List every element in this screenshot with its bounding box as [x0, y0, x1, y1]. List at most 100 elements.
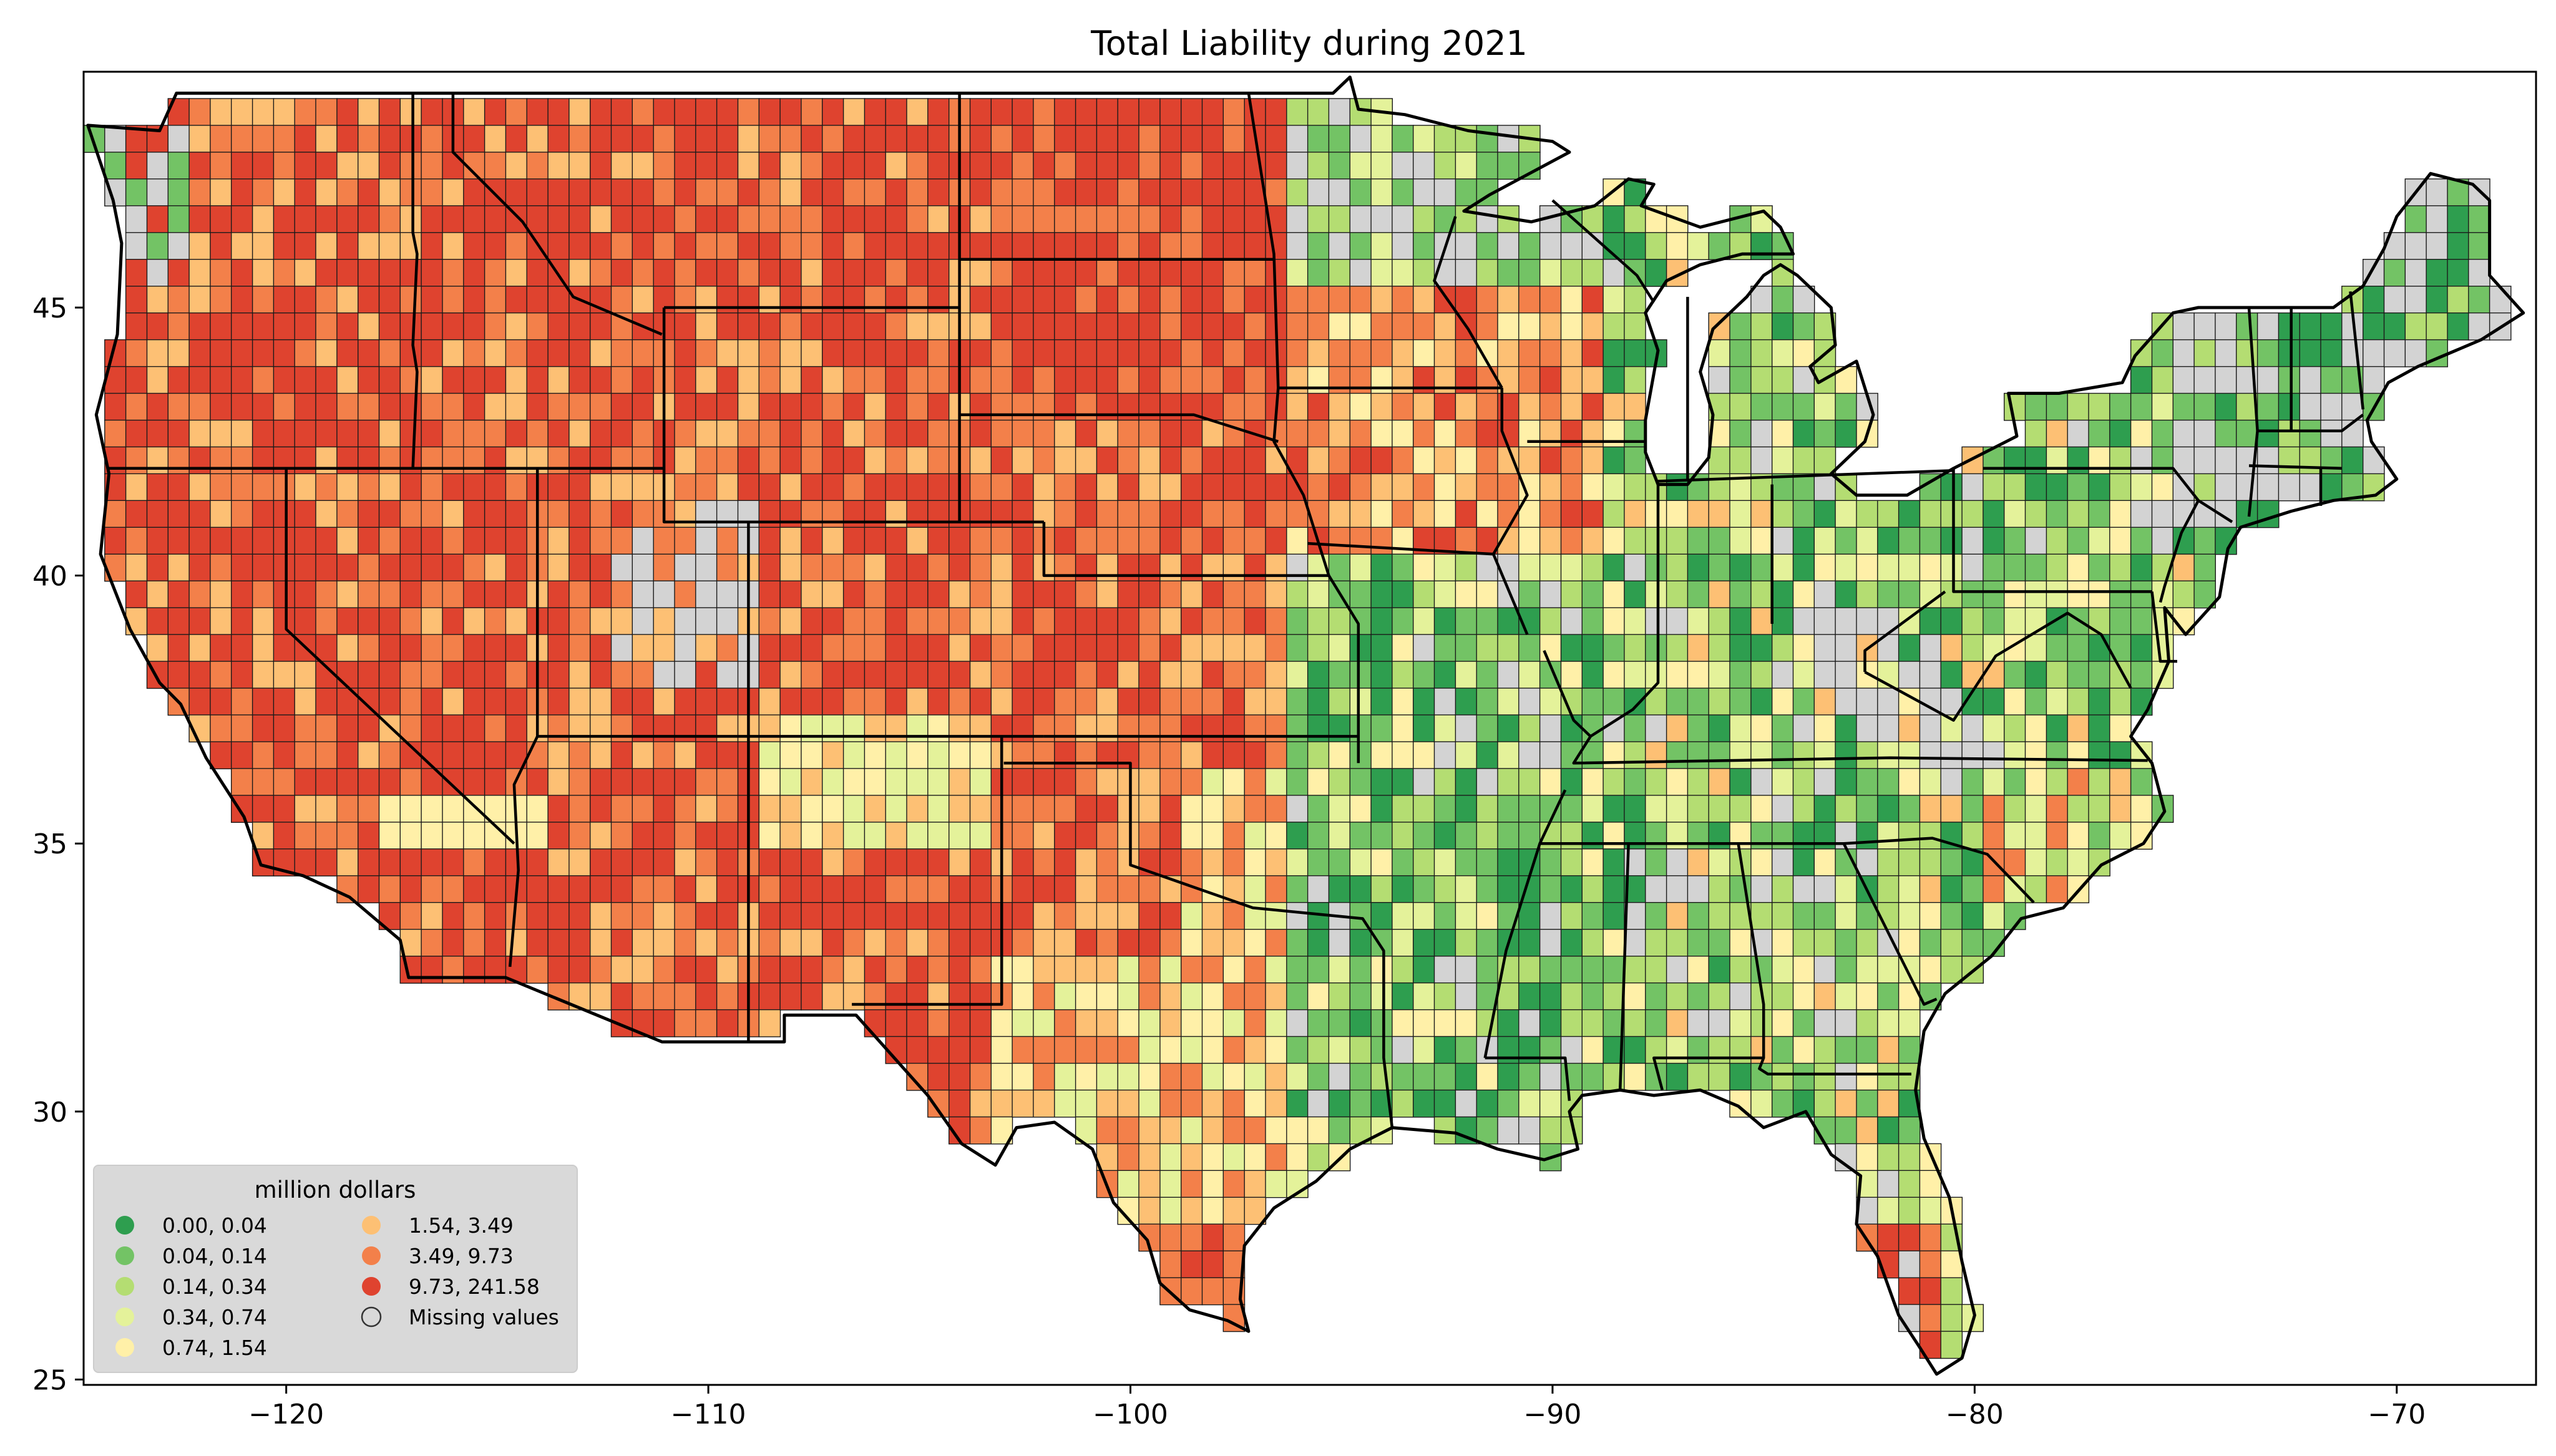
county-cell [590, 607, 612, 636]
county-cell [1180, 687, 1203, 716]
county-cell [842, 152, 866, 180]
county-cell [231, 687, 253, 716]
county-cell [1054, 392, 1076, 421]
county-cell [758, 205, 781, 233]
county-cell [969, 714, 992, 743]
county-cell [1138, 1036, 1161, 1064]
county-cell [1033, 875, 1055, 903]
county-cell [1033, 419, 1055, 448]
county-cell [1138, 1143, 1161, 1172]
county-cell [1201, 607, 1224, 636]
county-cell [1729, 366, 1752, 394]
county-cell [864, 768, 887, 797]
county-cell [1433, 339, 1456, 367]
county-cell [1813, 875, 1837, 903]
county-cell [1201, 259, 1224, 287]
county-cell [1560, 312, 1583, 341]
county-cell [1286, 714, 1309, 743]
county-cell [1180, 232, 1203, 260]
county-cell [2024, 795, 2047, 823]
county-cell [1244, 634, 1267, 662]
county-cell [906, 446, 929, 475]
county-cell [273, 125, 296, 153]
county-cell [801, 527, 823, 555]
county-cell [1624, 366, 1646, 394]
county-cell [1433, 607, 1456, 636]
county-cell [251, 205, 275, 233]
county-cell [610, 955, 633, 984]
county-cell [1054, 259, 1076, 287]
county-cell [1581, 580, 1604, 609]
county-cell [231, 500, 253, 528]
county-cell [1349, 822, 1372, 850]
county-cell [610, 928, 633, 957]
county-cell [1370, 419, 1393, 448]
county-cell [1054, 1062, 1076, 1091]
county-cell [927, 286, 950, 314]
county-cell [906, 687, 929, 716]
county-cell [990, 634, 1013, 662]
legend-label: 0.14, 0.34 [162, 1274, 267, 1299]
county-cell [1666, 232, 1689, 260]
county-cell [632, 768, 655, 797]
county-cell [358, 875, 380, 903]
county-cell [231, 553, 253, 582]
county-cell [758, 446, 781, 475]
county-cell [2320, 392, 2343, 421]
county-cell [1286, 286, 1309, 314]
county-cell [1898, 661, 1921, 689]
county-cell [1180, 607, 1203, 636]
county-cell [2404, 259, 2427, 287]
county-cell [758, 527, 781, 555]
county-cell [1054, 661, 1076, 689]
legend: million dollars 0.00, 0.040.04, 0.140.14… [93, 1165, 578, 1373]
county-cell [1666, 473, 1689, 502]
county-cell [864, 687, 887, 716]
county-cell [801, 473, 823, 502]
county-cell [2320, 473, 2343, 502]
county-cell [1856, 741, 1878, 770]
county-cell [1835, 875, 1858, 903]
county-cell [1624, 634, 1646, 662]
county-cell [568, 312, 591, 341]
county-cell [969, 178, 992, 206]
county-cell [653, 982, 676, 1011]
county-cell [1075, 419, 1098, 448]
county-cell [442, 607, 464, 636]
county-cell [1624, 527, 1646, 555]
county-cell [674, 286, 696, 314]
county-cell [610, 848, 633, 876]
county-cell [210, 714, 232, 743]
county-cell [716, 392, 739, 421]
county-cell [1771, 312, 1794, 341]
county-cell [1940, 1304, 1963, 1332]
county-cell [695, 419, 718, 448]
county-cell [1708, 607, 1731, 636]
county-cell [632, 178, 655, 206]
county-cell [146, 580, 169, 609]
county-cell [1666, 527, 1689, 555]
county-cell [632, 125, 655, 153]
county-cell [1708, 1009, 1731, 1037]
county-cell [716, 366, 739, 394]
county-cell [1307, 125, 1330, 153]
county-cell [716, 259, 739, 287]
county-cell [716, 152, 739, 180]
county-cell [864, 339, 887, 367]
county-cell [1708, 580, 1731, 609]
county-cell [2151, 473, 2174, 502]
county-cell [1455, 419, 1478, 448]
county-cell [1581, 928, 1604, 957]
county-cell [885, 822, 908, 850]
county-cell [1012, 1009, 1034, 1037]
county-cell [695, 848, 718, 876]
county-cell [568, 768, 591, 797]
county-cell [1645, 634, 1667, 662]
county-cell [1075, 795, 1098, 823]
county-cell [1012, 607, 1034, 636]
county-cell [1012, 98, 1034, 127]
county-cell [2256, 312, 2280, 341]
county-cell [1729, 419, 1752, 448]
county-cell [1645, 553, 1667, 582]
county-cell [1539, 527, 1562, 555]
